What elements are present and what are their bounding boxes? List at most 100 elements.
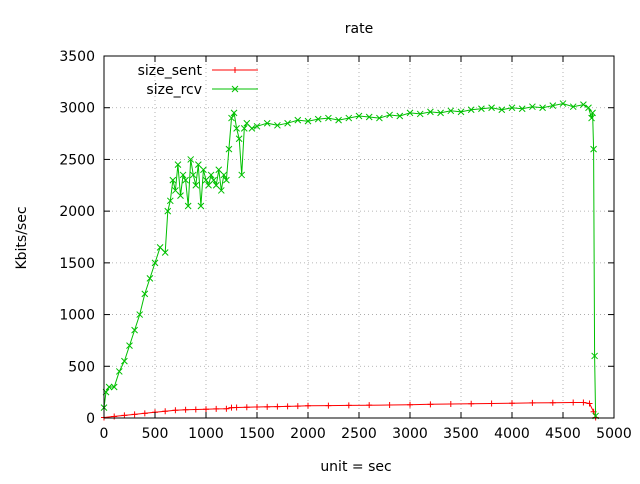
data-point-size-rcv [539,104,546,112]
data-point-size-rcv [518,105,526,113]
data-point-size-rcv [386,111,393,119]
data-point-size-rcv [189,171,197,179]
data-point-size-rcv [488,104,495,112]
legend-marker-size-rcv [231,85,239,93]
data-point-size-rcv [177,192,184,199]
data-point-size-rcv [230,109,238,117]
x-axis-label: unit = sec [320,459,391,475]
data-point-size-rcv [194,161,202,168]
y-tick-label: 500 [68,359,95,375]
data-point-size-sent [213,405,220,412]
data-point-size-rcv [294,116,302,124]
data-point-size-sent [407,401,413,408]
data-point-size-sent [447,401,454,408]
grid-lines [104,56,614,418]
series-layer [100,100,599,421]
data-point-size-rcv [447,107,455,115]
data-point-size-rcv [253,122,261,130]
data-point-size-rcv [126,342,133,349]
data-point-size-rcv [589,109,596,117]
data-point-size-rcv [406,109,414,117]
data-point-size-rcv [164,207,172,215]
data-point-size-rcv [243,119,251,127]
data-point-size-rcv [220,171,228,179]
data-point-size-rcv [146,275,154,282]
data-point-size-sent [284,403,291,410]
x-tick-label: 1000 [188,426,224,442]
x-tick-label: 3000 [392,426,428,442]
data-point-size-rcv [437,109,444,117]
data-point-size-rcv [590,145,597,153]
data-point-size-rcv [559,100,567,107]
legend: size_sent size_rcv [138,63,258,98]
y-tick-label: 1000 [59,308,95,324]
data-point-size-sent [243,404,250,411]
data-point-size-sent [192,406,199,413]
data-point-size-rcv [210,176,218,184]
data-point-size-sent [182,406,189,413]
y-tick-label: 3000 [59,101,95,117]
data-point-size-rcv [136,311,144,318]
data-point-size-sent [121,412,128,419]
data-point-size-rcv [205,181,212,189]
data-point-size-sent [509,400,515,407]
data-point-size-rcv [529,103,536,111]
data-point-size-rcv [115,368,123,375]
data-point-size-sent [233,404,240,411]
data-point-size-sent [111,413,118,420]
data-point-size-rcv [263,119,271,127]
data-point-size-rcv [192,181,200,189]
data-point-size-rcv [200,166,207,174]
data-point-size-rcv [248,125,256,132]
data-point-size-rcv [223,176,230,184]
series-line-size-rcv [103,103,597,416]
data-point-size-sent [529,399,536,406]
data-point-size-rcv [179,171,187,179]
data-point-size-rcv [235,135,243,143]
data-point-size-sent [162,408,169,415]
data-point-size-rcv [238,171,246,179]
data-point-size-sent [468,400,475,407]
x-tick-label: 1500 [239,426,275,442]
data-point-size-sent [131,411,138,418]
legend-label-size-sent: size_sent [138,63,203,79]
tick-layer: 0 500 1000 1500 2000 2500 3000 3500 4000 4500 5000… [59,49,631,442]
data-point-size-rcv [335,116,342,124]
data-point-size-rcv [304,117,312,125]
data-point-size-rcv [376,114,383,122]
data-point-size-rcv [207,171,215,179]
y-tick-label: 3500 [59,49,95,65]
x-tick-label: 0 [100,426,109,442]
data-point-size-rcv [212,181,220,189]
data-point-size-sent [549,399,556,406]
data-point-size-rcv [591,352,598,360]
y-axis-label: Kbits/sec [14,206,30,269]
data-point-size-rcv [166,197,174,205]
y-tick-label: 1500 [59,256,95,272]
data-point-size-sent [203,406,209,413]
data-point-size-rcv [161,249,169,256]
data-point-size-rcv [110,383,118,391]
data-point-size-rcv [284,119,291,127]
data-point-size-rcv [174,161,182,168]
data-point-size-rcv [427,108,434,116]
chart-title: rate [345,21,373,37]
data-point-size-rcv [105,383,113,391]
data-point-size-rcv [217,187,225,194]
data-point-size-rcv [184,202,192,210]
data-point-size-sent [264,403,271,410]
data-point-size-rcv [478,105,485,113]
x-tick-label: 500 [142,426,169,442]
data-point-size-sent [427,401,434,408]
data-point-size-rcv [187,156,195,163]
data-point-size-sent [274,403,281,410]
data-point-size-rcv [172,187,179,194]
x-tick-label: 4500 [545,426,581,442]
data-point-size-sent [254,404,260,411]
data-point-size-rcv [141,290,149,298]
data-point-size-sent [580,399,587,406]
data-point-size-sent [305,402,311,409]
x-tick-label: 5000 [596,426,632,442]
x-tick-label: 4000 [494,426,530,442]
data-point-size-rcv [197,202,205,210]
